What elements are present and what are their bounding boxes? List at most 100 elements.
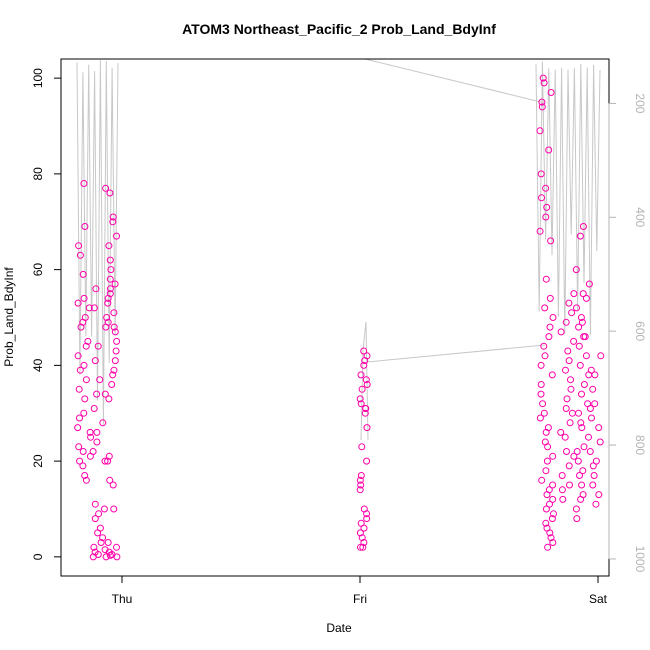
- y2-tick-label: 800: [633, 435, 647, 455]
- data-point: [79, 270, 87, 278]
- data-point: [82, 476, 90, 484]
- data-point: [578, 481, 586, 489]
- data-point: [592, 457, 600, 465]
- data-point: [104, 294, 112, 302]
- data-point: [549, 539, 557, 546]
- data-point: [562, 405, 570, 412]
- data-point: [109, 481, 117, 489]
- data-point: [544, 443, 552, 451]
- data-point: [596, 438, 604, 446]
- profile-line-sat: [535, 61, 601, 336]
- data-point: [95, 510, 103, 518]
- data-point: [110, 366, 118, 374]
- data-point: [572, 266, 580, 274]
- data-point: [357, 543, 364, 551]
- data-point: [580, 333, 588, 341]
- data-point: [74, 299, 82, 307]
- data-point: [540, 79, 548, 87]
- data-point: [363, 381, 371, 388]
- data-point: [586, 405, 594, 412]
- y2-tick-label: 1000: [633, 546, 647, 573]
- data-point: [90, 543, 98, 551]
- data-point: [97, 539, 105, 546]
- data-point: [570, 337, 578, 345]
- data-point: [109, 213, 117, 221]
- y2-tick-label: 200: [633, 93, 647, 113]
- data-point: [359, 543, 367, 551]
- data-point: [82, 342, 90, 350]
- data-point: [76, 251, 84, 259]
- data-point: [111, 357, 119, 365]
- data-point: [363, 515, 371, 523]
- data-point: [113, 337, 121, 345]
- y-axis: 0 20 40 60 80 100: [31, 68, 62, 560]
- data-point: [573, 304, 580, 312]
- data-point: [558, 472, 566, 479]
- data-point: [89, 553, 97, 561]
- data-point: [578, 390, 585, 398]
- elevation-profile-lines: [76, 58, 601, 441]
- data-point: [356, 476, 364, 484]
- data-point: [595, 491, 603, 499]
- y-tick-label: 20: [31, 454, 45, 468]
- data-point: [537, 170, 545, 178]
- data-point: [573, 515, 581, 523]
- data-point: [537, 390, 545, 398]
- data-point: [80, 180, 88, 187]
- data-point: [363, 457, 371, 465]
- data-point: [537, 381, 545, 388]
- data-point: [549, 495, 557, 503]
- data-point: [570, 290, 578, 298]
- data-point: [356, 529, 364, 537]
- data-point: [87, 433, 95, 441]
- data-point: [93, 438, 101, 446]
- data-point: [595, 424, 603, 432]
- data-point: [362, 376, 370, 384]
- profile-line-thu: [76, 60, 119, 425]
- y-tick-label: 40: [31, 358, 45, 372]
- data-point: [536, 227, 544, 235]
- data-point: [75, 385, 83, 393]
- data-point: [589, 385, 597, 393]
- secondary-y-axis: 200 400 600 800 1000: [608, 93, 647, 573]
- data-point: [573, 448, 581, 455]
- data-point: [577, 419, 585, 427]
- data-point: [545, 146, 553, 154]
- data-point: [357, 472, 365, 479]
- data-point: [549, 314, 557, 321]
- data-point: [91, 500, 99, 508]
- data-point: [360, 539, 368, 546]
- data-point: [542, 505, 550, 513]
- x-tick-label: Thu: [112, 592, 133, 606]
- data-point: [549, 452, 557, 460]
- data-point: [547, 89, 555, 96]
- data-point: [358, 443, 366, 451]
- data-point: [585, 280, 593, 288]
- data-point: [541, 352, 549, 360]
- data-point: [92, 285, 100, 293]
- data-point: [536, 127, 544, 135]
- data-point: [93, 428, 101, 436]
- data-point: [588, 414, 595, 422]
- data-point: [566, 419, 574, 427]
- data-point: [580, 443, 588, 451]
- data-point: [580, 381, 588, 388]
- data-point: [361, 409, 369, 417]
- data-point: [103, 314, 111, 321]
- data-point: [567, 385, 575, 393]
- data-point: [542, 467, 550, 475]
- data-point: [112, 347, 120, 355]
- x-axis-label: Date: [326, 621, 352, 635]
- data-point: [106, 551, 114, 559]
- data-point: [585, 433, 592, 441]
- data-point: [109, 371, 117, 379]
- data-point: [546, 500, 553, 508]
- data-point: [77, 323, 85, 331]
- data-point: [539, 400, 547, 408]
- data-point: [547, 534, 555, 542]
- data-point: [81, 395, 89, 403]
- data-point: [586, 448, 594, 455]
- data-point: [356, 395, 364, 403]
- data-point: [75, 242, 83, 250]
